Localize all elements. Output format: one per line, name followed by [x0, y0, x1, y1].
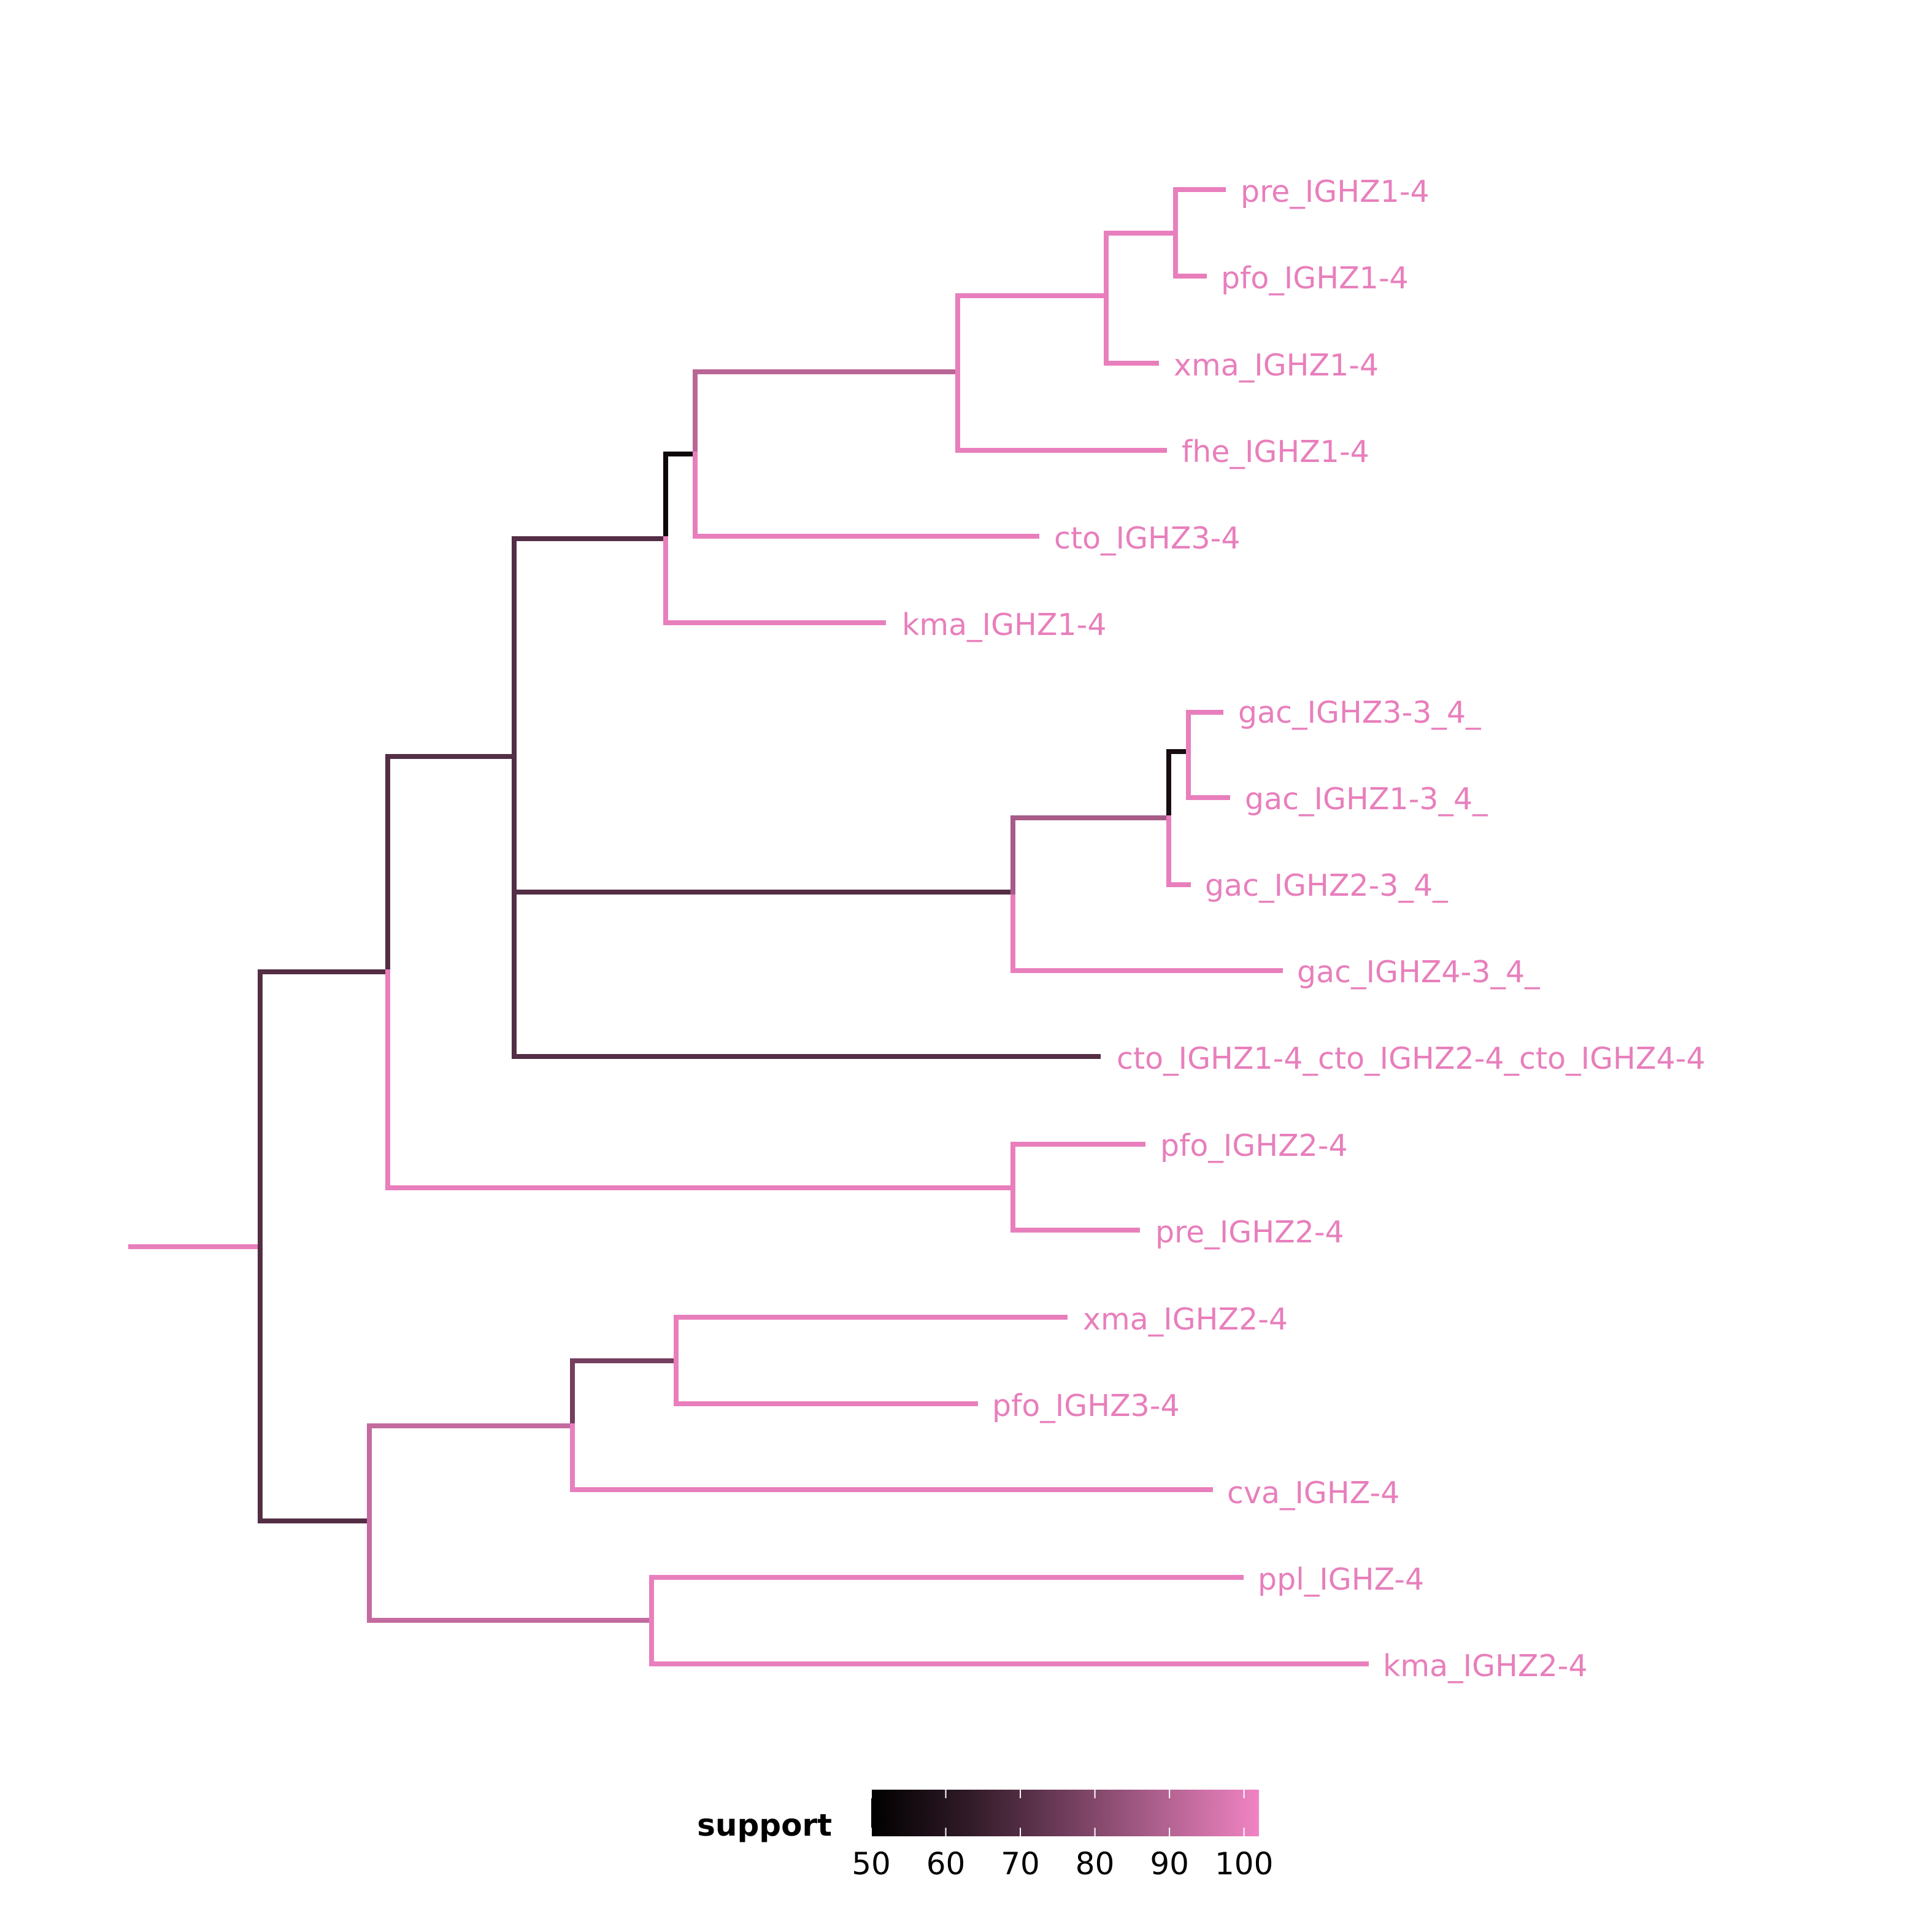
branch-q [1186, 710, 1223, 754]
branch-o [955, 369, 1167, 453]
branch-m [367, 1423, 575, 1523]
branch-l [1010, 1142, 1145, 1190]
branch-f [385, 969, 1015, 1190]
branch-n [512, 754, 1101, 1059]
branch-k [570, 1358, 679, 1428]
branch-q [570, 1423, 1213, 1492]
legend-colorbar [871, 1790, 1259, 1836]
tip-label: cva_IGHZ-4 [1227, 1476, 1399, 1511]
branch-q [1173, 187, 1226, 236]
tip-label: ppl_IGHZ-4 [1258, 1562, 1424, 1597]
tip-label: gac_IGHZ3-3_4_ [1238, 695, 1481, 730]
branch-q [674, 1358, 978, 1406]
tip-label: pfo_IGHZ2-4 [1160, 1128, 1348, 1163]
branch-q [1104, 293, 1159, 366]
tip-label: kma_IGHZ1-4 [902, 607, 1107, 642]
tip-labels: pre_IGHZ1-4 pfo_IGHZ1-4 xma_IGHZ1-4 fhe_IGH… [902, 174, 1706, 1684]
tip-label: gac_IGHZ1-3_4_ [1245, 782, 1488, 817]
tip-label: pfo_IGHZ1-4 [1221, 261, 1409, 296]
branch-q [649, 1618, 1369, 1666]
legend-ticks: 50 60 70 80 90 100 [852, 1790, 1273, 1882]
branch-c [663, 452, 698, 541]
branch-h [693, 452, 1039, 539]
tree-branches [128, 187, 1369, 1666]
branch-g [663, 536, 886, 625]
branch-q [1173, 231, 1207, 279]
branch-q [1186, 749, 1230, 800]
legend-tick-label: 90 [1150, 1846, 1189, 1882]
support-legend: support 50 60 70 80 90 100 [697, 1790, 1273, 1882]
tip-label: pre_IGHZ2-4 [1155, 1215, 1344, 1250]
branch-a [258, 969, 390, 1249]
tip-label: xma_IGHZ2-4 [1083, 1302, 1288, 1337]
legend-tick-label: 80 [1076, 1846, 1115, 1882]
branch-j [1010, 815, 1171, 895]
branch-q [1166, 815, 1191, 887]
tip-label: kma_IGHZ2-4 [1383, 1649, 1588, 1684]
legend-title: support [697, 1807, 832, 1843]
branch-b [258, 1244, 372, 1523]
branch-d [693, 369, 960, 456]
branch-a [512, 536, 668, 759]
branch-l [1010, 1185, 1140, 1233]
tip-label: cto_IGHZ1-4_cto_IGHZ2-4_cto_IGHZ4-4 [1117, 1041, 1706, 1076]
legend-tick-label: 60 [926, 1846, 966, 1882]
tip-label: fhe_IGHZ1-4 [1182, 434, 1369, 469]
tip-label: pre_IGHZ1-4 [1241, 174, 1430, 209]
tip-label: cto_IGHZ3-4 [1054, 521, 1241, 556]
branch-i [1010, 890, 1283, 973]
branch-p [367, 1518, 654, 1623]
branch-q [649, 1575, 1244, 1623]
tip-label: xma_IGHZ1-4 [1174, 348, 1379, 383]
branch-o [1104, 231, 1178, 298]
tip-label: gac_IGHZ2-3_4_ [1205, 868, 1448, 903]
legend-tick-label: 50 [852, 1846, 891, 1882]
legend-tick-label: 100 [1215, 1846, 1273, 1882]
branch-o [955, 293, 1109, 374]
branch-e [1166, 749, 1191, 820]
branch-q [674, 1315, 1068, 1363]
tip-label: gac_IGHZ4-3_4_ [1297, 955, 1540, 990]
branch-a [385, 754, 517, 974]
tip-label: pfo_IGHZ3-4 [992, 1388, 1180, 1423]
legend-tick-label: 70 [1001, 1846, 1040, 1882]
